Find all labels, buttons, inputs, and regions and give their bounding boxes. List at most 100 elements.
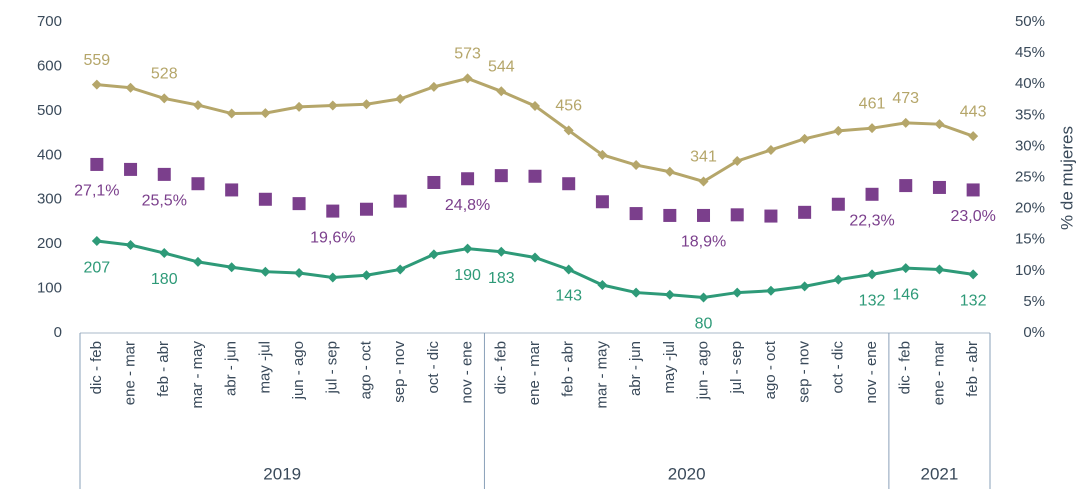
data-label: 132 [960, 293, 987, 310]
data-label: 456 [555, 98, 582, 115]
y2-tick-label: 0% [1023, 324, 1045, 341]
marker [867, 123, 878, 134]
marker [91, 236, 102, 247]
marker [428, 81, 439, 92]
x-tick-label: oct - dic [425, 341, 442, 394]
y-tick-label: 0 [54, 324, 62, 341]
marker [395, 264, 406, 275]
x-tick-label: jul - sep [324, 341, 341, 395]
marker [192, 100, 203, 111]
y-tick-label: 600 [37, 57, 62, 74]
x-tick-label: abr - jun [627, 341, 644, 396]
x-tick-label: sep - nov [391, 341, 408, 403]
data-label: 443 [960, 103, 987, 120]
data-label: 559 [84, 52, 111, 69]
marker [294, 268, 305, 279]
marker [764, 209, 778, 223]
marker [597, 149, 608, 160]
x-tick-label: jun - ago [290, 341, 307, 400]
x-tick-label: may -jul [661, 341, 678, 394]
x-tick-label: feb - abr [560, 341, 577, 397]
x-tick-label: feb - abr [964, 341, 981, 397]
marker [191, 177, 205, 191]
data-label: 132 [859, 293, 886, 310]
data-label: 207 [84, 259, 111, 276]
group-label: 2020 [668, 464, 706, 483]
marker [833, 125, 844, 136]
marker [562, 177, 576, 191]
y2-tick-label: 20% [1015, 200, 1045, 217]
marker [934, 264, 945, 275]
marker [867, 269, 878, 280]
marker [428, 249, 439, 260]
x-tick-label: ago - oct [762, 340, 779, 399]
marker [966, 183, 980, 197]
data-label: 22,3% [849, 213, 894, 230]
data-label: 25,5% [142, 193, 187, 210]
data-label: 18,9% [681, 234, 726, 251]
x-tick-label: dic - feb [88, 341, 105, 394]
marker [494, 169, 508, 183]
y-tick-label: 500 [37, 102, 62, 119]
x-tick-label: mar - may [189, 341, 206, 409]
x-tick-label: nov - ene [863, 341, 880, 404]
marker [631, 287, 642, 298]
x-tick-label: mar - may [593, 341, 610, 409]
marker [326, 204, 340, 218]
marker [225, 183, 239, 197]
marker [831, 197, 845, 211]
x-tick-label: sep - nov [796, 341, 813, 403]
marker [664, 166, 675, 177]
marker [730, 208, 744, 222]
data-label: 19,6% [310, 229, 355, 246]
marker [732, 156, 743, 167]
data-label: 146 [892, 286, 919, 303]
marker [124, 162, 138, 176]
x-tick-label: ene - mar [122, 341, 139, 405]
marker [427, 175, 441, 189]
marker [90, 157, 104, 171]
data-label: 180 [151, 271, 178, 288]
x-tick-label: nov - ene [459, 341, 476, 404]
marker [697, 208, 711, 222]
data-label: 341 [690, 149, 717, 166]
y2-tick-label: 25% [1015, 168, 1045, 185]
marker [292, 197, 306, 211]
data-label: 528 [151, 66, 178, 83]
data-label: 143 [555, 288, 582, 305]
x-tick-label: dic - feb [492, 341, 509, 394]
marker [934, 119, 945, 130]
y2-tick-label: 35% [1015, 106, 1045, 123]
data-label: 27,1% [74, 183, 119, 200]
marker [732, 287, 743, 298]
x-tick-label: ago - oct [357, 340, 374, 399]
marker [393, 194, 407, 208]
marker [798, 205, 812, 219]
marker [159, 248, 170, 259]
marker [462, 73, 473, 84]
y-tick-label: 700 [37, 13, 62, 30]
marker [698, 176, 709, 187]
marker [900, 117, 911, 128]
y2-tick-label: 45% [1015, 44, 1045, 61]
x-tick-label: oct - dic [829, 341, 846, 394]
marker [833, 274, 844, 285]
marker [260, 108, 271, 119]
group-label: 2021 [921, 464, 959, 483]
series-line [96, 239, 974, 299]
marker [932, 180, 946, 194]
y2-tick-label: 30% [1015, 137, 1045, 154]
marker [765, 285, 776, 296]
y2-tick-label: 5% [1023, 293, 1045, 310]
x-tick-label: dic - feb [897, 341, 914, 394]
marker [664, 289, 675, 300]
marker [461, 172, 475, 186]
marker [294, 101, 305, 112]
x-tick-label: jun - ago [694, 341, 711, 400]
data-label: 80 [695, 316, 713, 333]
marker [900, 263, 911, 274]
marker [496, 86, 507, 97]
x-tick-label: ene - mar [930, 341, 947, 405]
